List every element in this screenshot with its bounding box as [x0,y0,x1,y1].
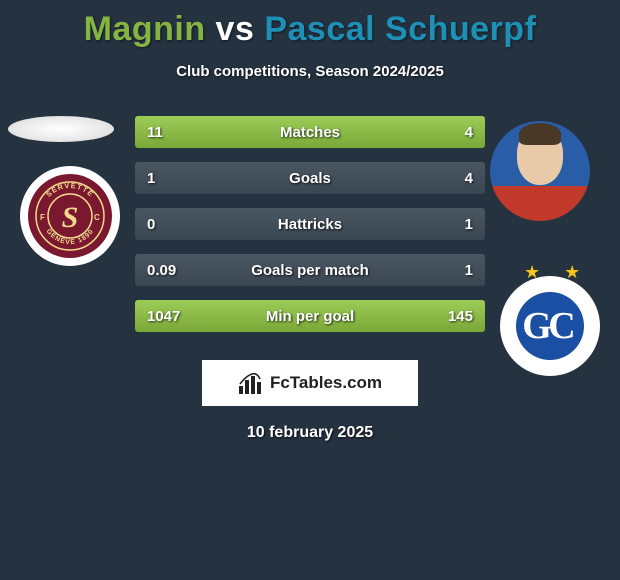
servette-badge-icon: S SERVETTE GENEVE 1890 F C [25,171,115,261]
stat-value-right: 1 [465,262,473,279]
stat-row: 1 4Goals [135,162,485,194]
stat-row: 11 4Matches [135,116,485,148]
player2-face-icon [517,129,563,185]
svg-text:S: S [62,201,79,234]
comparison-title: Magnin vs Pascal Schuerpf [0,0,620,49]
content-area: S SERVETTE GENEVE 1890 F C ★★ G C 114Mat [0,116,620,442]
stat-value-right: 1 [465,216,473,233]
stat-value-left: 1 [147,170,155,187]
stat-value-right: 4 [465,124,473,141]
stat-label: Matches [135,124,485,141]
stat-value-right: 145 [448,308,473,325]
subtitle: Club competitions, Season 2024/2025 [0,63,620,80]
fctables-watermark: FcTables.com [202,360,418,406]
svg-text:C: C [94,213,100,222]
stat-value-left: 0 [147,216,155,233]
stat-row: 0.09 1Goals per match [135,254,485,286]
player1-club-badge: S SERVETTE GENEVE 1890 F C [20,166,120,266]
stats-bars: 114Matches14Goals01Hattricks0.091Goals p… [135,116,485,332]
player2-club-badge: ★★ G C [500,276,600,376]
gc-badge-icon: G C [507,283,593,369]
watermark-text: FcTables.com [270,373,382,393]
svg-text:F: F [40,213,45,222]
stat-row: 0 1Hattricks [135,208,485,240]
bars-logo-icon [238,370,264,396]
badge-stars-icon: ★★ [500,262,600,283]
stat-value-left: 1047 [147,308,180,325]
stat-label: Hattricks [135,216,485,233]
player2-avatar [490,121,590,221]
stat-label: Min per goal [135,308,485,325]
stat-value-left: 0.09 [147,262,176,279]
stat-label: Goals [135,170,485,187]
player1-avatar-placeholder [8,116,114,142]
stat-value-left: 11 [147,124,163,141]
title-player2: Pascal Schuerpf [264,10,536,48]
stat-value-right: 4 [465,170,473,187]
title-player1: Magnin [84,10,206,48]
title-vs: vs [216,10,255,48]
svg-text:C: C [548,305,575,347]
stat-label: Goals per match [135,262,485,279]
stat-row: 1047 145Min per goal [135,300,485,332]
comparison-date: 10 february 2025 [0,424,620,442]
